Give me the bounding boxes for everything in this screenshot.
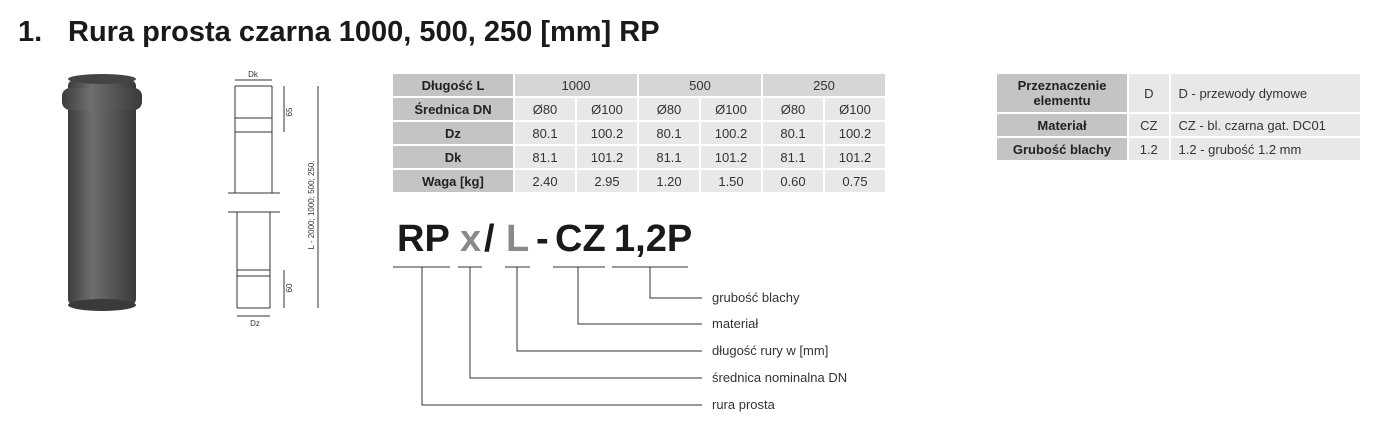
- table-cell: Ø100: [701, 98, 761, 120]
- table-cell: Materiał: [997, 114, 1127, 136]
- pipe-image: [62, 74, 142, 311]
- table-cell: 81.1: [639, 146, 699, 168]
- legend-item: materiał: [712, 316, 759, 331]
- table-cell: D - przewody dymowe: [1170, 74, 1360, 112]
- table-cell: Przeznaczenie elementu: [997, 74, 1127, 112]
- table-cell: 250: [763, 74, 885, 96]
- table-cell: 1.2 - grubość 1.2 mm: [1170, 138, 1360, 160]
- table-row: Dk 81.1 101.2 81.1 101.2 81.1 101.2: [393, 146, 885, 168]
- drawing-label: 65: [285, 107, 294, 116]
- legend-item: rura prosta: [712, 397, 775, 412]
- table-cell: Ø100: [577, 98, 637, 120]
- table-cell: Dz: [393, 122, 513, 144]
- table-cell: 101.2: [701, 146, 761, 168]
- technical-drawing: [228, 79, 319, 317]
- code-part: /: [484, 218, 495, 260]
- table-cell: Ø80: [515, 98, 575, 120]
- table-cell: Dk: [393, 146, 513, 168]
- drawing-label: Dk: [248, 70, 259, 79]
- title: Rura prosta czarna 1000, 500, 250 [mm] R…: [68, 16, 660, 48]
- table-cell: 81.1: [515, 146, 575, 168]
- code-part: L: [506, 218, 530, 260]
- drawing-label: L - 2000; 1000; 500; 250.: [307, 160, 316, 249]
- info-table: Przeznaczenie elementu D D - przewody dymo…: [995, 72, 1362, 162]
- spec-table: Długość L 1000 500 250 Średnica DN Ø80 Ø100 Ø80…: [391, 72, 887, 194]
- table-row: Dz 80.1 100.2 80.1 100.2 80.1 100.2: [393, 122, 885, 144]
- table-cell: Ø80: [639, 98, 699, 120]
- table-cell: Grubość blachy: [997, 138, 1127, 160]
- code-lines: [393, 266, 702, 406]
- table-cell: 1.2: [1129, 138, 1169, 160]
- table-cell: 80.1: [515, 122, 575, 144]
- legend-item: średnica nominalna DN: [712, 370, 848, 385]
- table-cell: 101.2: [577, 146, 637, 168]
- table-cell: CZ: [1129, 114, 1169, 136]
- table-cell: 2.95: [577, 170, 637, 192]
- table-cell: 101.2: [825, 146, 885, 168]
- code-part: RP: [397, 218, 450, 260]
- table-cell: CZ - bl. czarna gat. DC01: [1170, 114, 1360, 136]
- table-row: Średnica DN Ø80 Ø100 Ø80 Ø100 Ø80 Ø100: [393, 98, 885, 120]
- code-part: CZ: [555, 218, 606, 260]
- table-cell: Waga [kg]: [393, 170, 513, 192]
- code-part: x: [460, 218, 482, 260]
- table-cell: 2.40: [515, 170, 575, 192]
- legend-item: grubość blachy: [712, 290, 800, 305]
- table-row: Długość L 1000 500 250: [393, 74, 885, 96]
- table-row: Grubość blachy 1.2 1.2 - grubość 1.2 mm: [997, 138, 1360, 160]
- table-cell: 100.2: [825, 122, 885, 144]
- table-row: Waga [kg] 2.40 2.95 1.20 1.50 0.60 0.75: [393, 170, 885, 192]
- table-cell: Długość L: [393, 74, 513, 96]
- drawing-label: 60: [285, 283, 294, 292]
- table-cell: Ø80: [763, 98, 823, 120]
- table-cell: 1.20: [639, 170, 699, 192]
- table-cell: 81.1: [763, 146, 823, 168]
- drawing-label: Dz: [250, 319, 260, 328]
- table-cell: Ø100: [825, 98, 885, 120]
- table-cell: D: [1129, 74, 1169, 112]
- code-part: -: [536, 218, 549, 260]
- table-cell: 0.60: [763, 170, 823, 192]
- table-cell: 1000: [515, 74, 637, 96]
- table-cell: 100.2: [701, 122, 761, 144]
- table-cell: 0.75: [825, 170, 885, 192]
- table-row: Przeznaczenie elementu D D - przewody dymo…: [997, 74, 1360, 112]
- section-number: 1.: [18, 16, 43, 48]
- legend-item: długość rury w [mm]: [712, 343, 829, 358]
- code-part: 1,2P: [614, 218, 693, 260]
- table-cell: 100.2: [577, 122, 637, 144]
- table-cell: Średnica DN: [393, 98, 513, 120]
- table-cell: 1.50: [701, 170, 761, 192]
- table-cell: 80.1: [763, 122, 823, 144]
- table-row: Materiał CZ CZ - bl. czarna gat. DC01: [997, 114, 1360, 136]
- table-cell: 500: [639, 74, 761, 96]
- table-cell: 80.1: [639, 122, 699, 144]
